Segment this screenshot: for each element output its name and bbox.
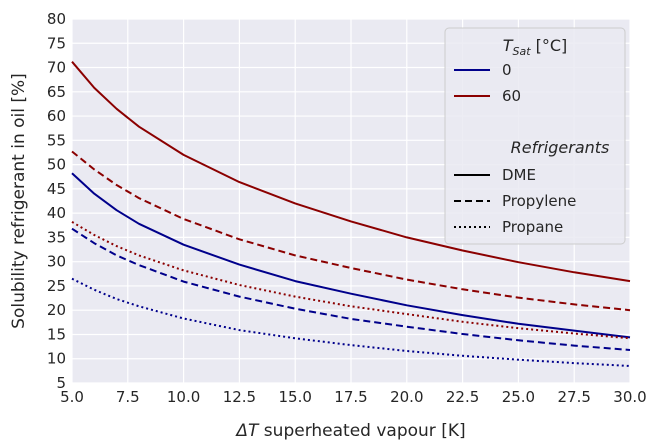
legend-title-unit: [°C] [531,36,568,55]
series-line-propane-tsat-60 [71,221,631,340]
series-line-propylene-tsat-0 [71,227,631,351]
x-tick-label: 20.0 [390,388,423,406]
y-tick-label: 35 [47,228,66,246]
x-tick-label: 12.5 [223,388,256,406]
x-tick-label: 10.0 [167,388,200,406]
series-line-propane-tsat-0 [71,277,631,367]
x-tick-label: 25.0 [502,388,535,406]
x-axis-label: ΔT superheated vapour [K] [234,421,465,441]
legend-label-tsat-60: 60 [502,87,521,105]
x-tick-labels: 5.0 7.5 10.0 12.5 15.0 17.5 20.0 22.5 25.0 27.5 30… [60,388,647,406]
y-tick-label: 5 [56,374,66,392]
y-tick-label: 40 [47,204,66,222]
legend: TSat [°C] 0 60 Refrigerants DME Propylen… [444,27,626,245]
y-axis-label: Solubility refrigerant in oil [%] [9,73,29,329]
legend-title-t: T [503,36,514,55]
y-tick-label: 80 [47,10,66,28]
legend-frame [444,27,626,245]
x-axis-label-text: superheated vapour [K] [258,421,465,441]
y-tick-labels: 5 10 15 20 25 30 35 40 45 50 55 60 65 70 75 80 [47,10,66,392]
legend-label-dme: DME [502,166,536,184]
y-tick-label: 25 [47,277,66,295]
legend-label-propane: Propane [502,218,563,236]
y-tick-label: 50 [47,156,66,174]
y-tick-label: 70 [47,59,66,77]
x-tick-label: 22.5 [446,388,479,406]
y-tick-label: 60 [47,107,66,125]
x-tick-label: 5.0 [60,388,84,406]
y-tick-label: 65 [47,83,66,101]
x-tick-label: 7.5 [116,388,140,406]
series-line-dme-tsat-0 [71,172,631,339]
y-tick-label: 55 [47,131,66,149]
legend-label-propylene: Propylene [502,192,576,210]
x-tick-label: 15.0 [278,388,311,406]
legend-title-sat: Sat [512,45,531,58]
series-lines [71,61,631,367]
y-tick-label: 30 [47,253,66,271]
series-line-dme-tsat-60 [71,61,631,283]
x-tick-label: 17.5 [334,388,367,406]
legend-title-refrigerants: Refrigerants [511,138,610,157]
y-tick-label: 20 [47,301,66,319]
legend-title-temperature: TSat [°C] [503,36,568,58]
y-tick-label: 45 [47,180,66,198]
x-axis-label-symbol: ΔT [234,421,260,441]
x-tick-label: 30.0 [613,388,646,406]
series-line-propylene-tsat-60 [71,150,631,312]
y-tick-label: 15 [47,325,66,343]
y-tick-label: 10 [47,350,66,368]
legend-label-tsat-0: 0 [502,61,512,79]
y-tick-label: 75 [47,34,66,52]
x-tick-label: 27.5 [557,388,590,406]
